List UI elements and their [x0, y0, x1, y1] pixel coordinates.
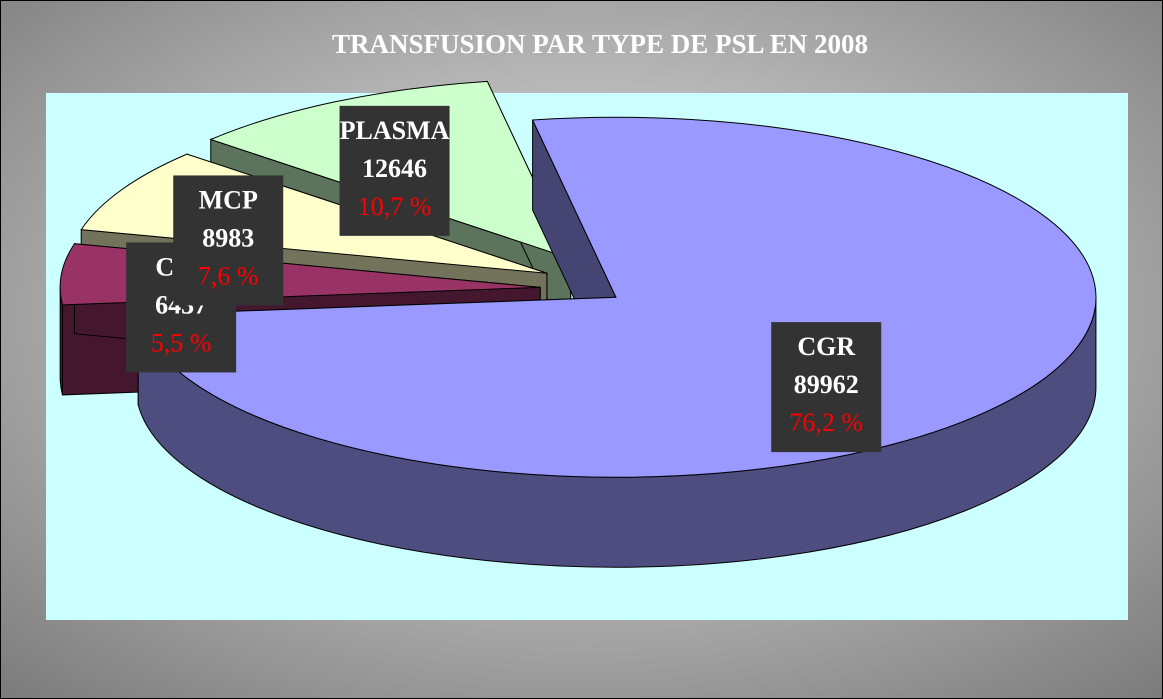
data-label: MCP 8983 7,6 %	[173, 175, 284, 306]
label-percent: 7,6 %	[198, 261, 259, 290]
label-value: 8983	[202, 223, 254, 252]
label-percent: 10,7 %	[358, 192, 432, 221]
data-label: PLASMA 12646 10,7 %	[339, 105, 450, 236]
label-name: CGR	[797, 332, 855, 361]
label-value: 12646	[362, 154, 427, 183]
chart-title: TRANSFUSION PAR TYPE DE PSL EN 2008	[332, 29, 868, 59]
label-box	[771, 322, 882, 453]
label-name: PLASMA	[340, 116, 450, 145]
label-value: 89962	[794, 370, 859, 399]
label-box	[339, 105, 450, 236]
label-box	[173, 175, 284, 306]
data-label: CGR 89962 76,2 %	[771, 322, 882, 453]
label-percent: 5,5 %	[151, 328, 212, 357]
label-percent: 76,2 %	[789, 408, 863, 437]
label-name: MCP	[199, 185, 258, 214]
